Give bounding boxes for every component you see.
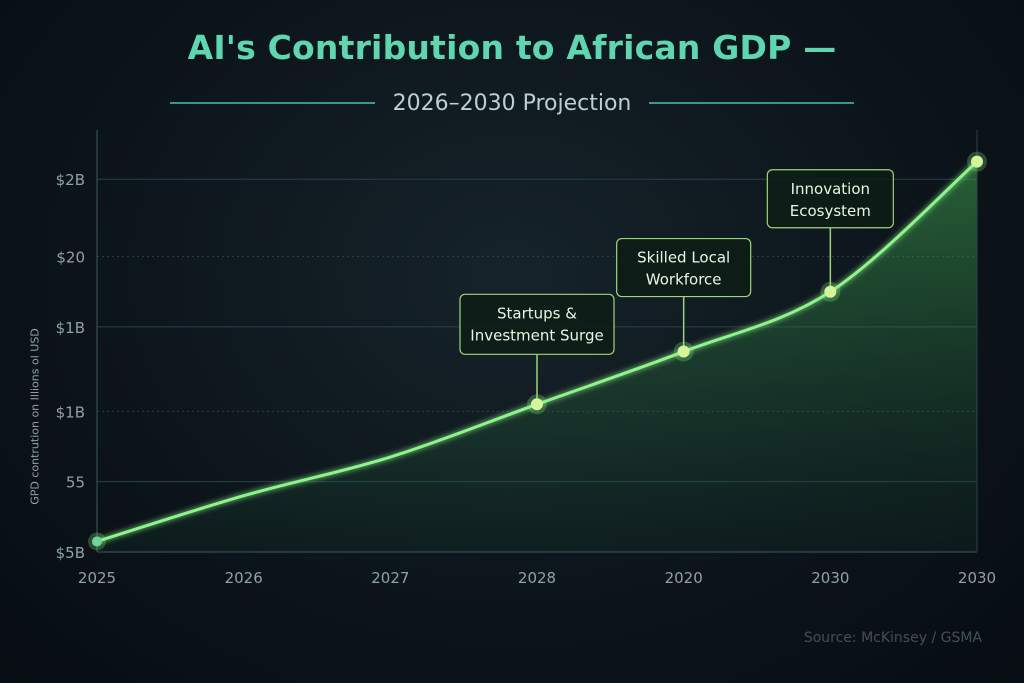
annotations: Startups & Investment Surge Skilled Local W…	[459, 169, 894, 405]
annotation-box	[616, 237, 752, 298]
area-fill	[97, 161, 977, 552]
x-tick-label: 2020	[665, 569, 703, 587]
y-tick-label: $1B	[56, 319, 85, 337]
x-tick-label: 2026	[225, 569, 263, 587]
subtitle-left-rule	[169, 102, 375, 104]
annotation: Innovation Ecosystem	[766, 169, 894, 292]
subtitle-right-rule	[649, 102, 855, 104]
x-tick-label: 2025	[78, 569, 116, 587]
x-tick-label: 2030	[958, 569, 996, 587]
annotation-text: Skilled Local	[637, 249, 730, 267]
x-tick-label: 2030	[811, 569, 849, 587]
data-point-marker	[824, 285, 837, 298]
y-tick-label: $5B	[56, 544, 85, 562]
x-tick-label: 2028	[518, 569, 556, 587]
y-tick-label: $1B	[56, 403, 85, 421]
series-markers	[88, 151, 987, 551]
y-axis-ticks: $5B 55 $1B $1B $20 $2B	[56, 171, 85, 562]
annotation-text: Workforce	[646, 271, 722, 289]
data-point-marker	[92, 536, 102, 547]
chart-title: AI's Contribution to African GDP —	[187, 28, 837, 67]
subtitle-row: 2026–2030 Projection	[0, 88, 1024, 118]
annotation-text: Investment Surge	[470, 326, 603, 344]
x-tick-label: 2027	[371, 569, 409, 587]
annotation: Startups & Investment Surge	[459, 293, 615, 405]
source-note: Source: McKinsey / GSMA	[803, 630, 982, 646]
y-tick-label: 55	[66, 474, 85, 492]
annotation-box	[766, 169, 894, 229]
annotation-text: Ecosystem	[790, 202, 871, 220]
annotation: Skilled Local Workforce	[616, 237, 752, 352]
y-tick-label: $20	[56, 249, 85, 267]
x-axis-ticks: 2025 2026 2027 2028 2020 2030 2030	[78, 569, 996, 587]
y-tick-label: $2B	[56, 171, 85, 189]
annotation-text: Startups &	[497, 304, 577, 322]
annotation-text: Innovation	[791, 180, 870, 198]
data-point-marker	[531, 398, 543, 411]
data-point-marker	[971, 155, 983, 168]
annotation-box	[459, 293, 615, 355]
axes	[96, 130, 978, 553]
chart-subtitle: 2026–2030 Projection	[392, 90, 632, 116]
data-point-marker	[677, 345, 690, 358]
y-axis-label: GPD contrution on Illions ol USD	[28, 328, 42, 505]
